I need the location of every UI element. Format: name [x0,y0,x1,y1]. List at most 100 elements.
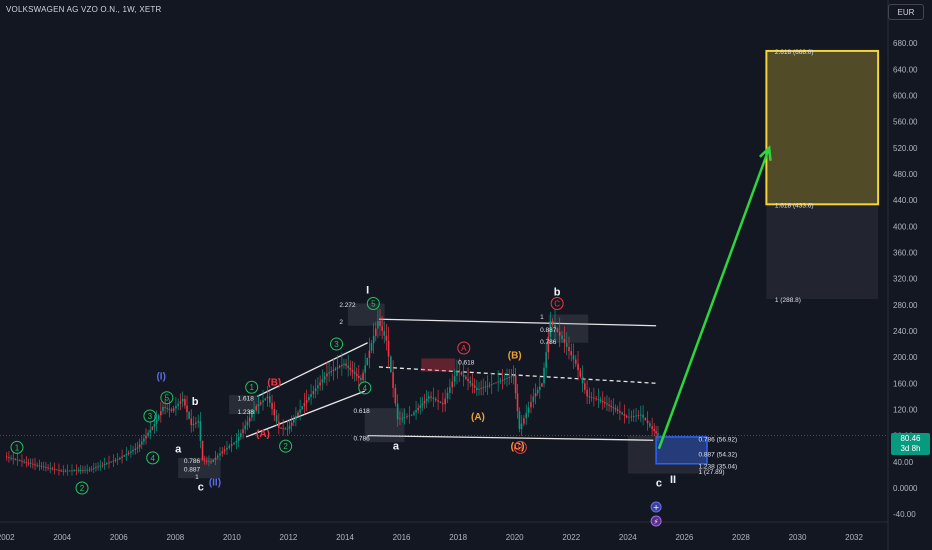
candle-body [595,398,597,400]
candle-body [484,386,487,388]
candle-body [114,459,117,461]
wave-label-circle [513,440,527,454]
candle-body [608,404,610,406]
candle-body [499,380,502,382]
candle-body [625,415,628,418]
candle-body [427,396,430,399]
candle-body [219,453,221,456]
candle-body [181,399,184,402]
candle-body [205,460,208,462]
candle-body [246,421,249,426]
candle-body [456,370,458,376]
candle-body [568,346,570,352]
candle-body [262,400,264,403]
fib-box-c [178,457,221,479]
fib-level-label: 1 (288.8) [775,297,801,304]
candle-body [377,321,379,329]
candle-body [657,433,659,436]
candle-body [51,468,54,470]
fib-level-label: 1.238 (35.04) [699,464,738,471]
candle-body [166,407,169,409]
candle-body [69,470,71,472]
candle-body [534,393,537,397]
y-tick-label: 320.00 [893,275,918,284]
candle-body [214,457,217,460]
wave-label-circle [279,439,293,453]
candle-body [18,460,21,461]
candle-body [642,414,644,418]
candle-body [323,376,326,380]
currency-button[interactable]: EUR [888,4,924,20]
candle-body [16,459,19,461]
candle-body [370,343,373,351]
candle-body [480,388,482,390]
candle-body [437,400,439,402]
candle-body [53,468,56,470]
candle-body [170,409,173,411]
fib-level-label: 1.618 (433.6) [775,202,814,209]
candle-body [21,460,23,462]
candle-body [525,412,528,419]
y-tick-label: 240.00 [893,327,918,336]
wave-label: I [366,285,369,297]
candle-body [299,409,301,413]
candle-body [264,398,267,401]
candle-body [616,409,619,412]
candle-body [374,328,377,336]
candle-body [551,321,554,325]
candle-body [112,460,115,462]
candle-body [64,470,67,472]
candle-body [586,389,588,397]
candle-body [240,433,242,438]
x-tick-label: 2002 [0,533,15,542]
candle-body [308,397,310,400]
candle-body [155,419,158,424]
wave-label: 1 [249,383,254,392]
candle-body [310,394,312,398]
candle-body [364,365,366,373]
candle-body [538,386,541,390]
candle-body [92,468,95,469]
candle-body [273,408,276,416]
candle-body [541,383,543,387]
candle-body [228,446,231,448]
candle-body [561,335,563,340]
candle-body [425,398,428,401]
y-tick-label: 200.00 [893,353,918,362]
candle-body [5,456,8,458]
candle-body [288,425,291,430]
candle-body [177,403,179,407]
candle-body [556,328,559,332]
y-tick-label: 560.00 [893,118,918,127]
candle-body [396,403,399,420]
candle-body [593,397,595,399]
event-marker-bolt-glyph: ⚡ [654,518,659,526]
candle-body [268,396,271,403]
y-tick-label: 280.00 [893,301,918,310]
candle-body [328,372,330,374]
candle-body [514,375,517,394]
x-tick-label: 2012 [280,533,298,542]
candle-body [8,457,10,458]
wave-label: 2 [283,442,288,451]
candle-body [305,399,308,403]
x-tick-label: 2016 [393,533,411,542]
candle-body [644,417,647,421]
candle-body [319,382,321,386]
candle-body [655,431,657,434]
y-tick-label: 520.00 [893,144,918,153]
candle-body [192,423,195,426]
x-tick-label: 2028 [732,533,750,542]
projection-arrow [657,147,771,450]
candle-body [90,468,93,470]
candle-body [590,397,593,398]
candle-body [599,399,602,401]
candle-body [138,444,141,448]
candle-body [392,372,394,388]
candle-body [577,363,579,371]
retrace-zone [627,435,708,474]
candle-body [66,470,69,472]
y-tick-label: 120.00 [893,405,918,414]
candle-body [303,402,306,407]
